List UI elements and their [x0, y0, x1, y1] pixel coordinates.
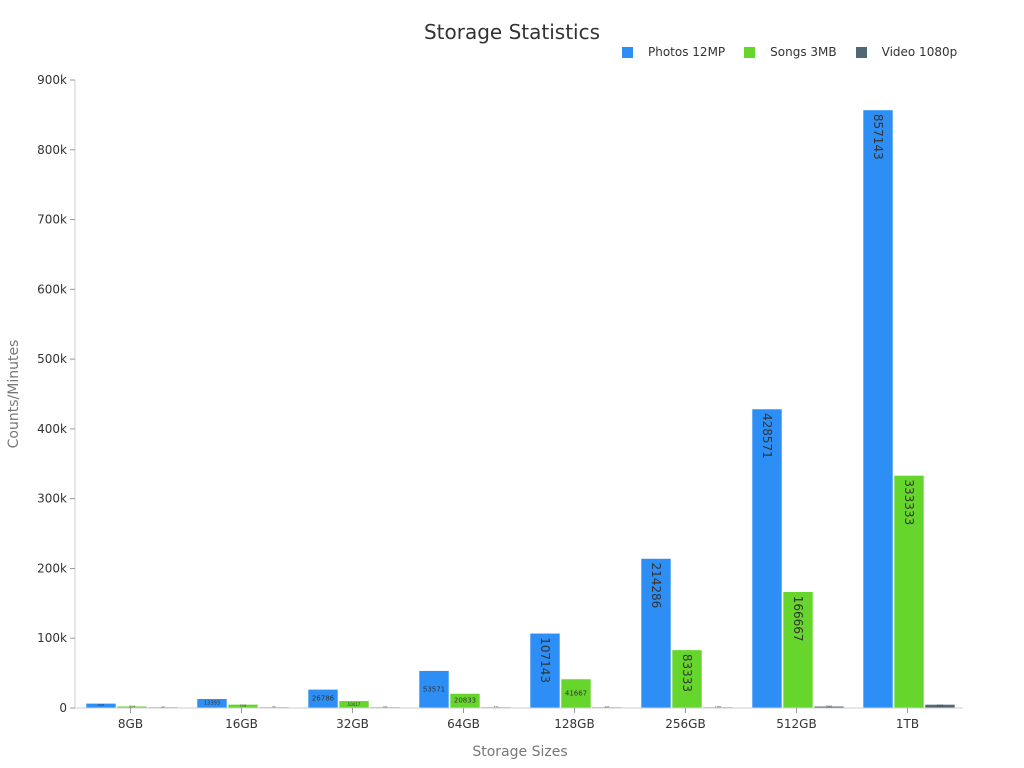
- x-axis-title: Storage Sizes: [472, 744, 567, 760]
- bar-songs-3mb-512gb: [782, 591, 814, 709]
- y-axis-title: Counts/Minutes: [6, 340, 22, 449]
- bar-photos-12mp-64gb: [418, 670, 450, 709]
- legend-swatch-video: [855, 46, 867, 58]
- bar-data-label: 857143: [871, 114, 885, 160]
- x-ticks-group: 8GB 16GB 32GB 64GB 128GB 256GB 512GB 1TB: [118, 708, 919, 731]
- bar-data-label: 10417: [348, 702, 361, 707]
- bars-group: [85, 109, 956, 709]
- bar-data-label: 214286: [649, 562, 663, 608]
- legend-swatch-photos: [622, 46, 633, 58]
- legend-item-photos: Photos 12MP: [622, 45, 725, 59]
- bar-data-label: 2560: [826, 705, 833, 709]
- x-tick-label: 32GB: [336, 717, 369, 731]
- legend-item-video: Video 1080p: [855, 45, 958, 59]
- bar-data-label: 5120: [937, 704, 944, 708]
- x-tick-label: 256GB: [665, 717, 705, 731]
- bar-data-label: 13393: [204, 700, 220, 706]
- bar-data-label: 107143: [538, 637, 552, 683]
- y-tick-label: 800k: [37, 143, 67, 157]
- x-tick-label: 8GB: [118, 717, 143, 731]
- legend-item-songs: Songs 3MB: [744, 45, 837, 59]
- bar-photos-12mp-256gb: [640, 558, 672, 709]
- legend-label-video: Video 1080p: [881, 45, 958, 59]
- bar-photos-12mp-512gb: [751, 408, 783, 709]
- legend-label-songs: Songs 3MB: [770, 45, 837, 59]
- y-tick-label: 0: [59, 701, 67, 715]
- bar-data-label: 640: [605, 705, 610, 709]
- x-tick-label: 64GB: [447, 717, 480, 731]
- bar-data-label: 320: [494, 705, 499, 709]
- bar-data-label: 5208: [240, 704, 247, 708]
- bar-photos-12mp-128gb: [529, 632, 561, 709]
- bar-data-label: 333333: [902, 479, 916, 525]
- bar-data-label: 53571: [423, 685, 445, 693]
- y-ticks-group: 0 100k 200k 300k 400k 500k 600k 700k 800k 900k: [37, 73, 75, 715]
- y-tick-label: 700k: [37, 213, 67, 227]
- chart-title: Storage Statistics: [423, 20, 601, 44]
- bar-labels-group: 6696 2604 40 13393 5208 80 26786 10417 160 53571 2…: [98, 114, 944, 709]
- bar-songs-3mb-128gb: [560, 678, 592, 709]
- chart-legend: Photos 12MP Songs 3MB Video 1080p: [622, 45, 976, 59]
- bar-data-label: 428571: [760, 413, 774, 459]
- y-tick-label: 200k: [37, 561, 67, 575]
- bar-data-label: 160: [383, 705, 388, 709]
- x-tick-label: 512GB: [776, 717, 816, 731]
- y-tick-label: 500k: [37, 352, 67, 366]
- x-tick-label: 128GB: [554, 717, 594, 731]
- bar-data-label: 1280: [715, 705, 722, 709]
- y-tick-label: 600k: [37, 282, 67, 296]
- bar-data-label: 80: [272, 705, 276, 709]
- bar-data-label: 40: [161, 705, 165, 709]
- legend-swatch-songs: [744, 46, 756, 58]
- bar-data-label: 166667: [791, 596, 805, 642]
- y-tick-label: 400k: [37, 422, 67, 436]
- legend-label-photos: Photos 12MP: [648, 45, 726, 59]
- bar-data-label: 41667: [565, 689, 587, 697]
- y-tick-label: 300k: [37, 492, 67, 506]
- y-tick-label: 100k: [37, 631, 67, 645]
- bar-photos-12mp-1tb: [862, 109, 894, 709]
- bar-data-label: 83333: [680, 654, 694, 692]
- x-tick-label: 16GB: [225, 717, 258, 731]
- x-tick-label: 1TB: [896, 717, 919, 731]
- bar-data-label: 26786: [312, 695, 335, 703]
- bar-songs-3mb-1tb: [893, 475, 925, 709]
- bar-songs-3mb-256gb: [671, 649, 703, 709]
- bar-data-label: 2604: [129, 705, 136, 709]
- bar-data-label: 6696: [98, 703, 105, 707]
- y-tick-label: 900k: [37, 73, 67, 87]
- bar-data-label: 20833: [454, 697, 476, 705]
